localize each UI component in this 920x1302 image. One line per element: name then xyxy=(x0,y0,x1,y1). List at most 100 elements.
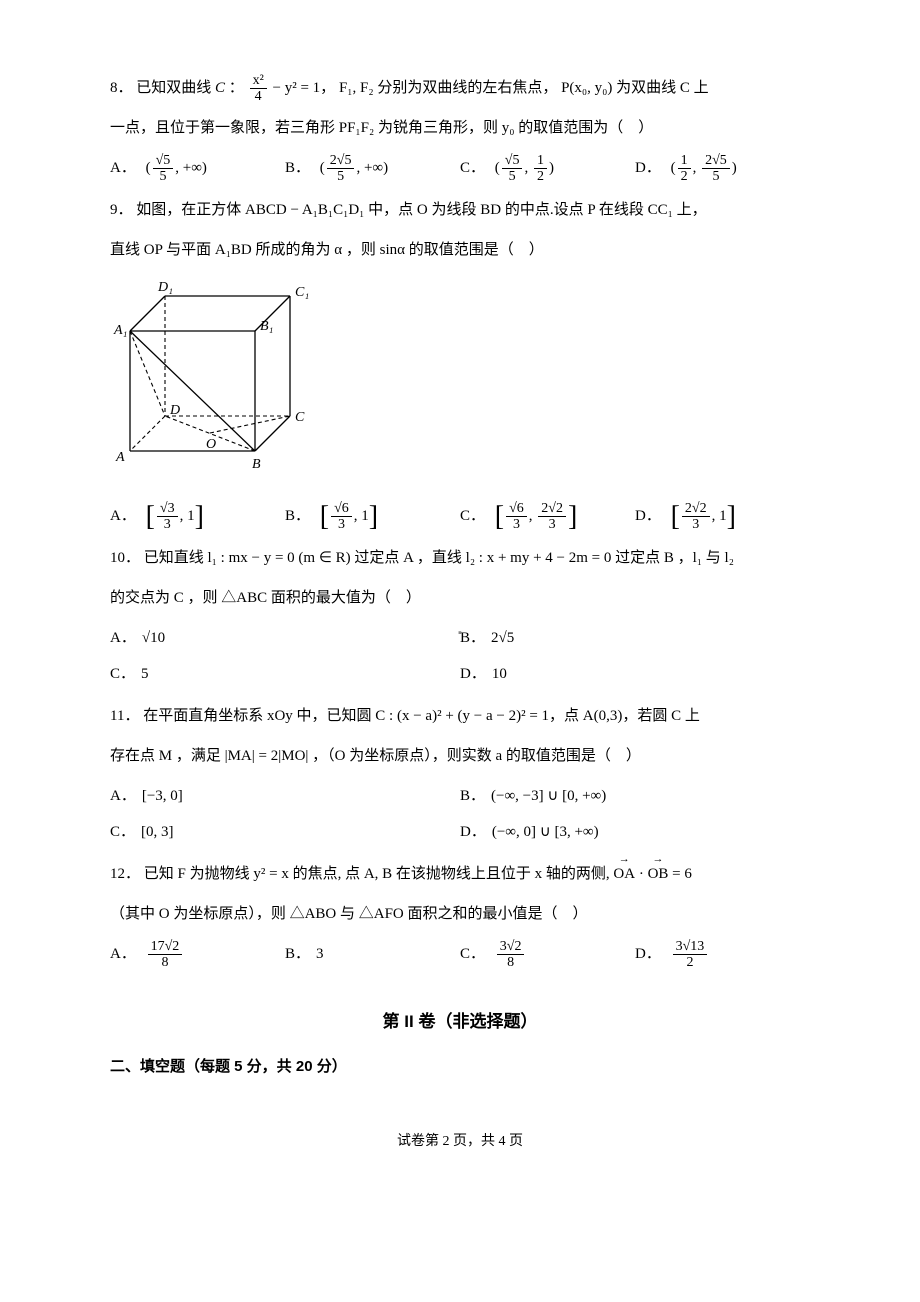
q9c-n2: 2√2 xyxy=(538,501,566,517)
q8d-pre: ( xyxy=(671,160,676,176)
q8c-post: ) xyxy=(549,160,554,176)
q9d-f: 2√23 xyxy=(682,501,710,533)
q9-opt-a: A． [√33, 1] xyxy=(110,498,285,534)
q11-text: 在平面直角坐标系 xOy 中，已知圆 C : (x − a)² + (y − a… xyxy=(143,708,700,724)
q8c-f2: 12 xyxy=(534,153,547,185)
dot: · xyxy=(639,866,648,882)
q9-ld: D． xyxy=(635,508,661,524)
lbl-c1: C₁ xyxy=(295,285,309,300)
q12-options: A． 17√28 B．3 C． 3√28 D． 3√132 xyxy=(110,936,810,972)
lbl-d1: D₁ xyxy=(157,280,173,295)
q12-line2: （其中 O 为坐标原点），则 △ABO 与 △AFO 面积之和的最小值是（ ） xyxy=(110,896,810,932)
part2-sub: 二、填空题（每题 5 分，共 20 分） xyxy=(110,1049,810,1085)
lbl-o: O xyxy=(206,437,216,452)
q9d-n: 2√2 xyxy=(682,501,710,517)
q12-opt-c: C． 3√28 xyxy=(460,936,635,972)
q10-text: 已知直线 l₁ : mx − y = 0 (m ∈ R) 过定点 A ，直线 l… xyxy=(144,550,734,566)
q8-foci: F₁, F₂ 分别为双曲线的左右焦点， xyxy=(339,80,557,96)
q8d-n1: 1 xyxy=(678,153,691,169)
q10d: 10 xyxy=(492,666,507,682)
q11-options: A．[−3, 0] B．(−∞, −3] ∪ [0, +∞) C．[0, 3] … xyxy=(110,778,810,850)
q12-opt-d: D． 3√132 xyxy=(635,936,810,972)
q8d-post: ) xyxy=(732,160,737,176)
q11ld: D． xyxy=(460,824,486,840)
q10c: 5 xyxy=(141,666,149,682)
rb4: ] xyxy=(727,503,736,531)
q8a-num: √5 xyxy=(153,153,174,169)
q8d-n2: 2√5 xyxy=(702,153,730,169)
opt-label-c: C． xyxy=(460,160,485,176)
q8a-den: 5 xyxy=(153,169,174,184)
q8d-d1: 2 xyxy=(678,169,691,184)
vec-ob: OB xyxy=(648,856,669,892)
cube-svg: D₁ C₁ A₁ B₁ D C A B O xyxy=(110,276,330,476)
q12ld: D． xyxy=(635,946,661,962)
q9-la: A． xyxy=(110,508,136,524)
q11-opt-c: C． [0, 3] xyxy=(110,814,460,850)
q9-line2: 直线 OP 与平面 A₁BD 所成的角为 α ，则 sinα 的取值范围是（ ） xyxy=(110,232,810,268)
q11d: (−∞, 0] ∪ [3, +∞) xyxy=(492,824,599,840)
question-8: 8． 已知双曲线 C ： x²4 − y² = 1， F₁, F₂ 分别为双曲线… xyxy=(110,70,810,106)
q10b: 2√5 xyxy=(491,630,514,646)
opt-label-a: A． xyxy=(110,160,136,176)
q10lb: B． xyxy=(460,630,485,646)
q8-text-a: 已知双曲线 xyxy=(136,80,211,96)
q8d-f2: 2√55 xyxy=(702,153,730,185)
q9c-d1: 3 xyxy=(506,517,527,532)
q12-text: 已知 F 为抛物线 y² = x 的焦点, 点 A, B 在该抛物线上且位于 x… xyxy=(144,866,614,882)
q9b-f: √63 xyxy=(331,501,352,533)
q8a-post: , +∞) xyxy=(175,160,207,176)
q12lb: B． xyxy=(285,946,310,962)
q9-number: 9． xyxy=(110,202,133,218)
q9c-f2: 2√23 xyxy=(538,501,566,533)
lbl-a: A xyxy=(115,450,125,465)
lbl-a1: A₁ xyxy=(113,323,127,338)
q12d-f: 3√132 xyxy=(673,939,708,971)
question-11: 11． 在平面直角坐标系 xOy 中，已知圆 C : (x − a)² + (y… xyxy=(110,698,810,734)
q8-opt-a: A． (√55, +∞) xyxy=(110,150,285,186)
question-12: 12． 已知 F 为抛物线 y² = x 的焦点, 点 A, B 在该抛物线上且… xyxy=(110,856,810,892)
opt-label-b: B． xyxy=(285,160,310,176)
q12c-f: 3√28 xyxy=(497,939,525,971)
q9-lc: C． xyxy=(460,508,485,524)
q8c-f1: √55 xyxy=(502,153,523,185)
q12-number: 12． xyxy=(110,866,140,882)
q12c-d: 8 xyxy=(497,955,525,970)
q8-opt-d: D． (12, 2√55) xyxy=(635,150,810,186)
q8-opt-b: B． (2√55, +∞) xyxy=(285,150,460,186)
q9b-n: √6 xyxy=(331,501,352,517)
lbl-b1: B₁ xyxy=(260,319,273,334)
q9a-n: √3 xyxy=(157,501,178,517)
q8-options: A． (√55, +∞) B． (2√55, +∞) C． (√55, 12) … xyxy=(110,150,810,186)
q10-opt-b: B． 2√5 xyxy=(460,620,810,656)
q11c: [0, 3] xyxy=(141,824,174,840)
q8a-pre: ( xyxy=(146,160,151,176)
q8-frac-den: 4 xyxy=(250,89,267,104)
q8b-frac: 2√55 xyxy=(327,153,355,185)
q11-number: 11． xyxy=(110,708,139,724)
q8a-frac: √55 xyxy=(153,153,174,185)
lb3: [ xyxy=(495,503,504,531)
q12d-d: 2 xyxy=(673,955,708,970)
q9c-f1: √63 xyxy=(506,501,527,533)
q8b-den: 5 xyxy=(327,169,355,184)
q10la: A． xyxy=(110,630,136,646)
q8c-n1: √5 xyxy=(502,153,523,169)
q12c-n: 3√2 xyxy=(497,939,525,955)
q9a-f: √33 xyxy=(157,501,178,533)
q10-line2: 的交点为 C ，则 △ABC 面积的最大值为（ ） xyxy=(110,580,810,616)
q9a-d: 3 xyxy=(157,517,178,532)
rb: ] xyxy=(195,503,204,531)
part2-title: 第 II 卷（非选择题） xyxy=(110,1002,810,1043)
opt-label-d: D． xyxy=(635,160,661,176)
lbl-b: B xyxy=(252,457,261,472)
q10a: √10 xyxy=(142,630,165,646)
q9c-d2: 3 xyxy=(538,517,566,532)
q9-opt-b: B． [√63, 1] xyxy=(285,498,460,534)
question-9: 9． 如图，在正方体 ABCD − A₁B₁C₁D₁ 中，点 O 为线段 BD … xyxy=(110,192,810,228)
q8-frac: x²4 xyxy=(250,73,267,105)
q11lc: C． xyxy=(110,824,135,840)
watermark-icon: ▪ xyxy=(458,620,462,646)
q10-opt-d: D．10 xyxy=(460,656,810,692)
q10lc: C． xyxy=(110,666,135,682)
